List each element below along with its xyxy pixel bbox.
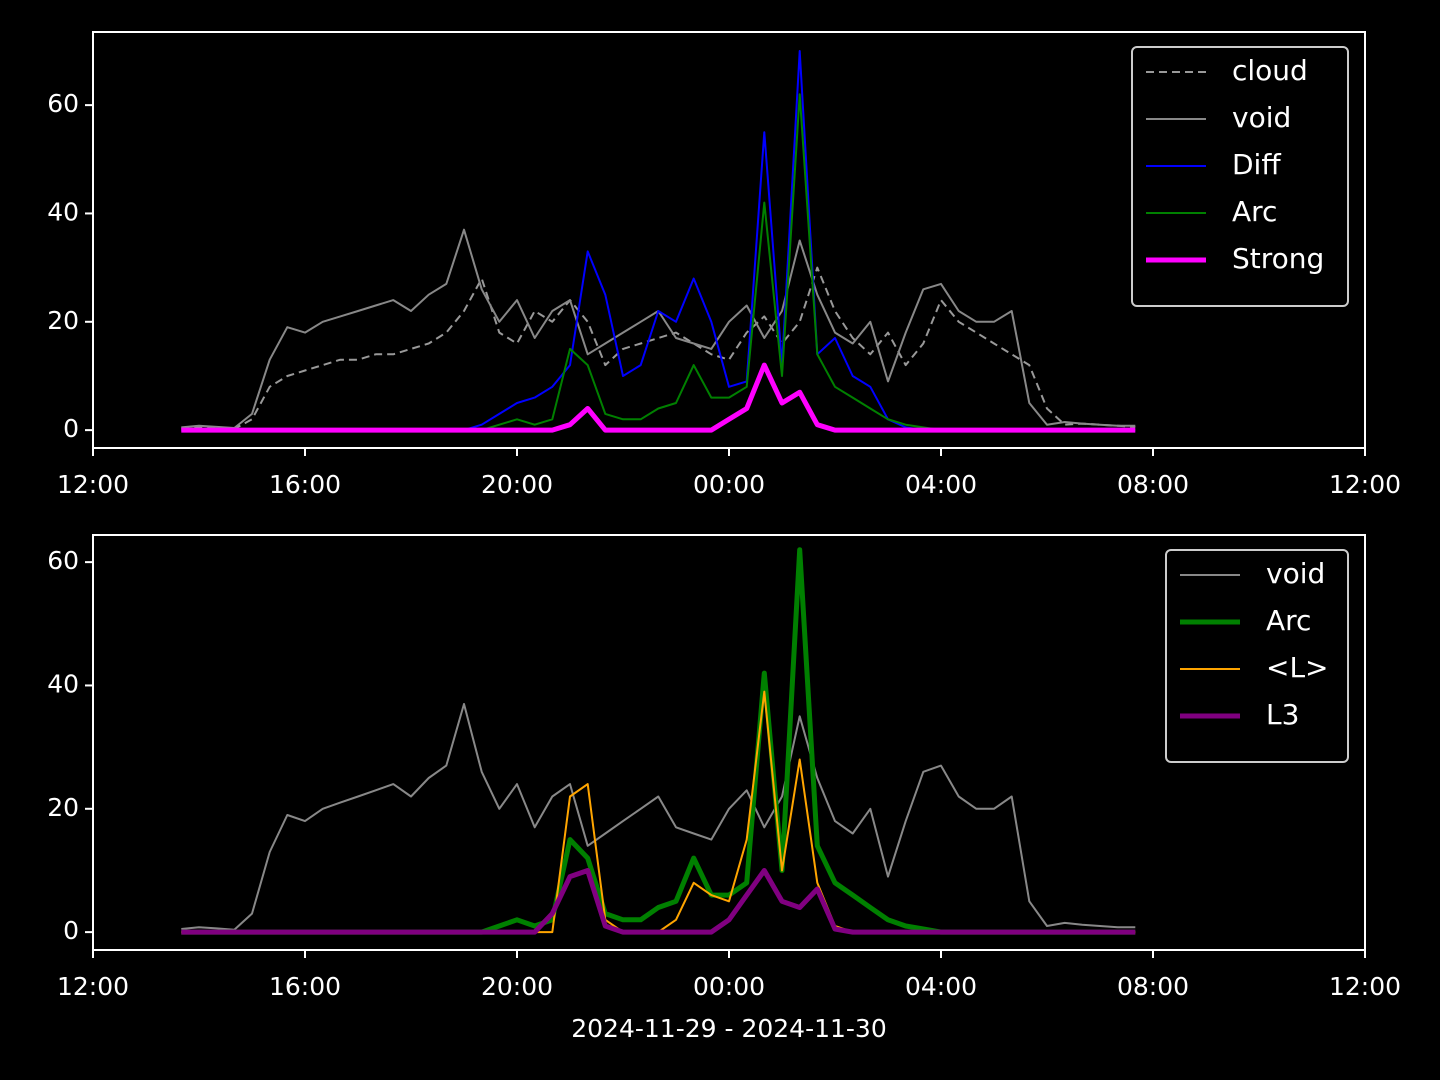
x-tick-label: 12:00 — [57, 972, 129, 1001]
legend-label: L3 — [1266, 698, 1299, 731]
x-tick-label: 12:00 — [57, 470, 129, 499]
x-tick-label: 16:00 — [269, 972, 341, 1001]
x-tick-label: 12:00 — [1329, 972, 1401, 1001]
x-axis-label: 2024-11-29 - 2024-11-30 — [571, 1014, 887, 1043]
x-tick-label: 00:00 — [693, 470, 765, 499]
series-line — [181, 362, 1136, 433]
y-tick-label: 0 — [63, 916, 79, 945]
y-tick-label: 20 — [47, 306, 79, 335]
x-tick-label: 00:00 — [693, 972, 765, 1001]
legend-label: <L> — [1266, 651, 1329, 684]
legend-label: Arc — [1266, 604, 1311, 637]
legend-label: void — [1232, 101, 1291, 134]
x-tick-label: 04:00 — [905, 972, 977, 1001]
series-line — [181, 547, 1136, 935]
series-line — [181, 690, 1136, 934]
legend-label: cloud — [1232, 54, 1308, 87]
x-tick-label: 08:00 — [1117, 972, 1189, 1001]
series-line — [181, 703, 1136, 931]
legend-label: Diff — [1232, 148, 1281, 181]
legend-label: void — [1266, 557, 1325, 590]
series-line — [181, 228, 1136, 429]
y-tick-label: 60 — [47, 546, 79, 575]
series-line — [181, 868, 1136, 935]
x-tick-label: 16:00 — [269, 470, 341, 499]
series-line — [181, 93, 1136, 432]
series-line — [181, 50, 1136, 432]
legend-label: Strong — [1232, 242, 1324, 275]
y-tick-label: 0 — [63, 414, 79, 443]
y-tick-label: 40 — [47, 197, 79, 226]
legend-box — [1131, 46, 1349, 307]
legend-label: Arc — [1232, 195, 1277, 228]
x-tick-label: 04:00 — [905, 470, 977, 499]
x-tick-label: 20:00 — [481, 972, 553, 1001]
y-tick-label: 20 — [47, 793, 79, 822]
legend-box — [1165, 549, 1349, 763]
series-line — [181, 266, 1136, 430]
x-tick-label: 08:00 — [1117, 470, 1189, 499]
x-tick-label: 20:00 — [481, 470, 553, 499]
x-tick-label: 12:00 — [1329, 470, 1401, 499]
y-tick-label: 40 — [47, 669, 79, 698]
y-tick-label: 60 — [47, 89, 79, 118]
